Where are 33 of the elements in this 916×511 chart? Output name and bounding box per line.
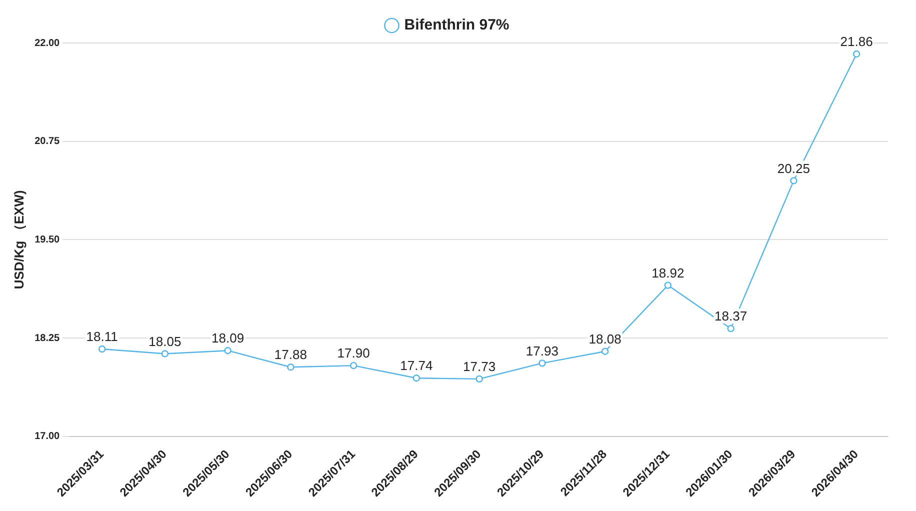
data-label: 17.90 <box>337 346 370 361</box>
point <box>224 347 232 354</box>
data-label: 17.74 <box>400 358 433 374</box>
point <box>161 350 169 358</box>
data-label: 18.09 <box>212 330 244 346</box>
y-tick-label: 20.75 <box>34 136 60 148</box>
point <box>727 324 734 332</box>
data-label: 18.05 <box>148 334 182 349</box>
point <box>601 348 609 355</box>
y-tick-label: 18.25 <box>34 332 60 344</box>
data-label: 17.73 <box>463 359 496 374</box>
data-label: 21.86 <box>840 34 873 50</box>
point <box>538 360 546 367</box>
point <box>412 374 420 382</box>
legend-label: Bifenthrin 97% <box>404 16 510 34</box>
data-label: 17.93 <box>526 343 558 358</box>
point <box>350 362 358 370</box>
data-label: 18.92 <box>652 265 684 280</box>
point <box>852 50 860 58</box>
y-axis-title: USD/Kg （EXW) <box>11 190 26 290</box>
data-label: 17.88 <box>274 347 307 362</box>
data-label: 18.37 <box>714 308 748 324</box>
y-tick-label: 17.00 <box>34 431 60 442</box>
data-label: 18.11 <box>86 329 118 344</box>
point <box>98 345 106 353</box>
data-label: 20.25 <box>777 160 810 176</box>
point <box>287 364 294 371</box>
point <box>476 375 483 383</box>
data-label: 18.08 <box>588 331 622 346</box>
point <box>664 282 672 289</box>
y-tick-label: 22.00 <box>34 38 60 49</box>
point <box>790 177 798 184</box>
y-tick-label: 19.50 <box>34 234 60 246</box>
